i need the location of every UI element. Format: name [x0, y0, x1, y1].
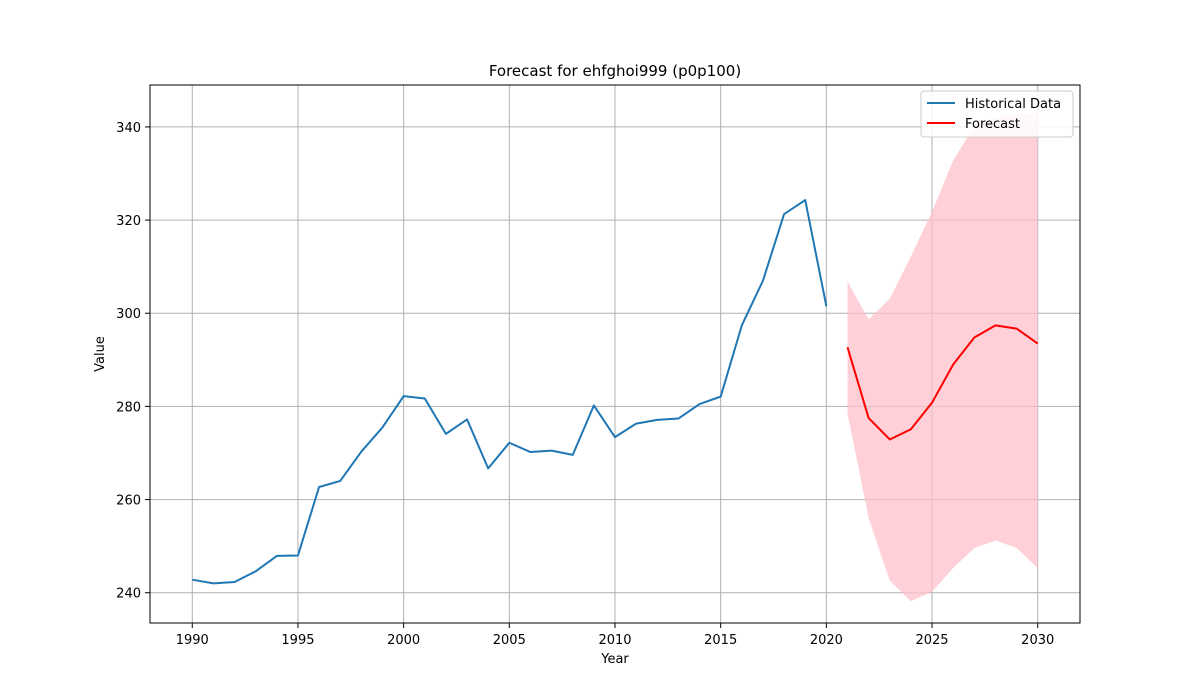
y-axis-label: Value	[93, 336, 108, 372]
y-tick-label: 300	[116, 307, 141, 322]
x-tick-label: 2015	[704, 633, 737, 648]
series-layer	[192, 199, 1039, 585]
x-axis-label: Year	[600, 652, 629, 667]
y-tick-label: 240	[116, 587, 141, 602]
x-tick-label: 1995	[281, 633, 314, 648]
x-tick-label: 2025	[915, 633, 948, 648]
y-tick-label: 260	[116, 494, 141, 509]
legend-box	[920, 90, 1074, 138]
forecast-confidence-band	[847, 112, 1038, 602]
legend-forecast-label: Forecast	[965, 117, 1020, 132]
x-tick-label: 2030	[1021, 633, 1054, 648]
confidence-band-layer	[847, 112, 1038, 602]
forecast-line	[846, 324, 1039, 441]
historical-data-line	[192, 199, 828, 585]
x-tick-label: 2020	[810, 633, 843, 648]
y-tick-label: 280	[116, 400, 141, 415]
ticks: 1990 1995 2000 2005 2010 2015 2020 2025 2030 240 2…	[116, 121, 1054, 648]
x-tick-label: 1990	[176, 633, 209, 648]
x-tick-label: 2005	[493, 633, 526, 648]
x-tick-label: 2000	[387, 633, 420, 648]
y-tick-label: 320	[116, 214, 141, 229]
y-tick-label: 340	[116, 121, 141, 136]
legend-historical-label: Historical Data	[965, 97, 1061, 112]
chart-title: Forecast for ehfghoi999 (p0p100)	[489, 62, 741, 80]
x-tick-label: 2010	[598, 633, 631, 648]
legend: Historical Data Forecast	[920, 90, 1074, 138]
